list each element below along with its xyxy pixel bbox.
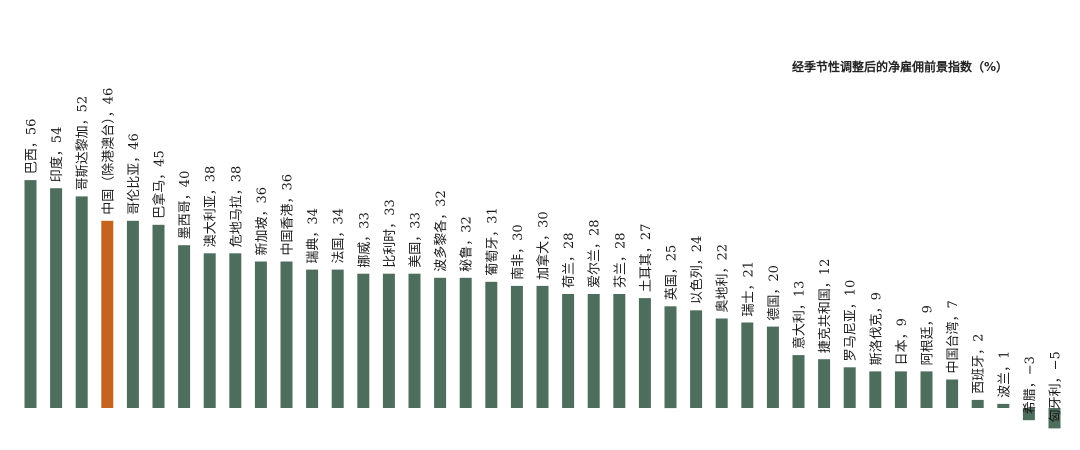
bar-label-8: 危地马拉，38 [229,166,244,248]
bar-label-10: 中国香港，36 [281,174,296,256]
bar-label-3: 中国（除港澳台），46 [100,88,116,215]
bar-label-27: 奥地利，22 [716,244,731,313]
bar-18 [485,281,498,408]
bar-label-35: 阿根廷，9 [921,305,936,365]
bar-29 [766,326,779,408]
bar-0 [24,180,37,408]
bar-16 [434,277,447,408]
bar-label-6: 墨西哥，40 [178,171,193,240]
bar-35 [920,371,933,408]
bar-label-7: 澳大利亚，38 [203,166,219,248]
bar-8 [229,253,242,408]
bar-11 [306,269,319,408]
bar-label-21: 荷兰，28 [562,232,577,288]
bar-label-26: 以色列，24 [689,236,705,305]
bar-label-22: 爱尔兰，28 [588,219,603,288]
bar-19 [510,285,523,408]
bar-label-39: 希腊，−3 [1023,356,1038,414]
bar-22 [587,294,600,408]
bar-label-2: 哥斯达黎加，52 [76,96,91,191]
bar-28 [741,322,754,408]
bar-label-40: 匈牙利，−5 [1049,351,1064,422]
bar-label-23: 芬兰，28 [613,232,628,288]
bar-14 [382,273,395,408]
bar-label-37: 西班牙，2 [972,334,987,394]
bar-27 [715,318,728,408]
bar-label-24: 土耳其，27 [639,224,654,293]
bar-7 [203,253,216,408]
bar-label-5: 巴拿马，45 [152,150,168,219]
bar-24 [638,298,651,408]
bar-6 [178,245,191,408]
bar-37 [971,399,984,408]
bar-label-20: 加拿大，30 [536,211,552,280]
bar-39 [1022,408,1035,421]
bar-label-33: 斯洛伐克，9 [869,292,884,365]
bar-label-19: 南非，30 [510,224,526,280]
bar-17 [459,277,472,408]
bar-13 [357,273,370,408]
bar-21 [562,294,575,408]
bar-label-9: 新加坡，36 [254,187,270,256]
bar-23 [613,294,626,408]
bar-label-12: 法国，34 [332,208,347,264]
bar-label-29: 德国，20 [767,265,782,321]
bar-label-28: 瑞士，21 [741,261,756,317]
bar-20 [536,285,549,408]
bar-26 [690,310,703,408]
bar-1 [50,188,63,408]
bar-40 [1048,408,1061,429]
bar-label-36: 中国台湾，7 [945,300,961,373]
bar-25 [664,306,677,409]
bar-9 [254,261,267,408]
bar-10 [280,261,293,408]
bar-label-1: 印度，54 [49,127,65,183]
chart-title: 经季节性调整后的净雇佣前景指数（%） [792,60,1009,74]
bar-label-25: 英国，25 [665,245,680,301]
bar-12 [331,269,344,408]
bar-label-34: 日本，9 [895,318,910,365]
bar-label-4: 哥伦比亚，46 [127,133,142,215]
bar-33 [869,371,882,408]
bar-34 [894,371,907,408]
bar-label-17: 秘鲁，32 [460,216,475,272]
bar-label-38: 波兰，1 [997,351,1012,398]
bar-38 [997,403,1010,408]
bar-3 [101,220,114,408]
bar-30 [792,355,805,408]
bar-4 [126,220,139,408]
bar-label-30: 意大利，13 [792,281,808,350]
bar-label-15: 美国，33 [409,212,424,268]
bar-label-31: 捷克共和国，12 [818,259,833,354]
bar-5 [152,224,165,408]
bar-15 [408,273,421,408]
bar-label-13: 挪威，33 [357,212,372,268]
bar-label-11: 瑞典，34 [306,208,321,264]
bar-31 [818,359,831,408]
bar-label-32: 罗马尼亚，10 [844,280,859,362]
bar-32 [843,367,856,408]
bar-36 [946,379,959,408]
bar-label-0: 巴西，56 [25,119,40,175]
bar-label-18: 葡萄牙，31 [485,207,500,276]
bar-label-14: 比利时，33 [383,199,398,268]
bar-2 [75,196,88,408]
bar-label-16: 波多黎各，32 [433,190,449,272]
